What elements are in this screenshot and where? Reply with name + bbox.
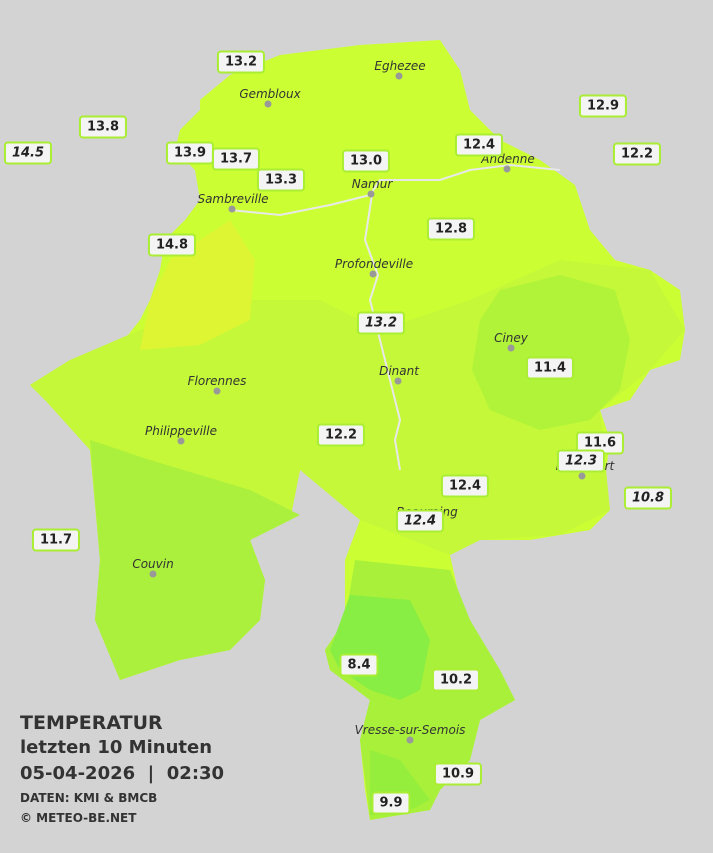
city-dot bbox=[507, 344, 515, 352]
city-label: Dinant bbox=[379, 364, 419, 378]
station-value: 13.3 bbox=[256, 168, 306, 192]
station-value: 12.9 bbox=[578, 94, 628, 118]
zone bbox=[140, 220, 255, 350]
city-label: Gembloux bbox=[239, 87, 301, 101]
station-value: 12.3 bbox=[556, 449, 606, 473]
subtitle: letzten 10 Minuten bbox=[20, 737, 213, 758]
station-value: 9.9 bbox=[371, 791, 411, 815]
city-dot bbox=[369, 270, 377, 278]
city-dot bbox=[578, 472, 586, 480]
city-dot bbox=[406, 736, 414, 744]
station-value: 8.4 bbox=[339, 653, 379, 677]
station-value: 14.5 bbox=[3, 141, 53, 165]
city-label: Eghezee bbox=[374, 59, 426, 73]
station-value: 12.2 bbox=[316, 423, 366, 447]
zone bbox=[90, 440, 300, 680]
station-value: 10.9 bbox=[433, 762, 483, 786]
station-value: 13.7 bbox=[211, 147, 261, 171]
datetime: 05-04-2026 | 02:30 bbox=[20, 763, 225, 784]
zone bbox=[330, 595, 430, 700]
city-dot bbox=[228, 205, 236, 213]
title: TEMPERATUR bbox=[20, 712, 163, 734]
city-label: Florennes bbox=[187, 374, 247, 388]
city-label: Couvin bbox=[132, 557, 174, 571]
city-label: Sambreville bbox=[197, 192, 269, 206]
station-value: 10.8 bbox=[623, 486, 673, 510]
station-value: 13.9 bbox=[165, 141, 215, 165]
source: DATEN: KMI & BMCB bbox=[20, 791, 158, 805]
city-label: Profondeville bbox=[334, 257, 414, 271]
station-value: 10.2 bbox=[431, 668, 481, 692]
city-dot bbox=[213, 387, 221, 395]
station-value: 12.4 bbox=[440, 474, 490, 498]
station-value: 13.8 bbox=[78, 115, 128, 139]
station-value: 12.4 bbox=[454, 133, 504, 157]
station-value: 13.2 bbox=[216, 50, 266, 74]
city-label: Namur bbox=[351, 177, 393, 191]
city-dot bbox=[394, 377, 402, 385]
river bbox=[363, 194, 402, 471]
city-dot bbox=[367, 190, 375, 198]
station-value: 13.2 bbox=[356, 311, 406, 335]
zone bbox=[472, 275, 630, 430]
city-dot bbox=[395, 72, 403, 80]
station-value: 11.4 bbox=[525, 356, 575, 380]
station-value: 12.4 bbox=[395, 509, 445, 533]
station-value: 12.2 bbox=[612, 142, 662, 166]
station-value: 11.7 bbox=[31, 528, 81, 552]
station-value: 14.8 bbox=[147, 233, 197, 257]
city-label: Ciney bbox=[494, 331, 528, 345]
river bbox=[229, 163, 561, 217]
city-dot bbox=[149, 570, 157, 578]
station-value: 12.8 bbox=[426, 217, 476, 241]
station-value: 13.0 bbox=[341, 149, 391, 173]
city-label: Vresse-sur-Semois bbox=[354, 723, 466, 737]
city-dot bbox=[503, 165, 511, 173]
city-dot bbox=[177, 437, 185, 445]
copyright: © METEO-BE.NET bbox=[20, 811, 137, 825]
city-dot bbox=[264, 100, 272, 108]
city-label: Philippeville bbox=[145, 424, 217, 438]
